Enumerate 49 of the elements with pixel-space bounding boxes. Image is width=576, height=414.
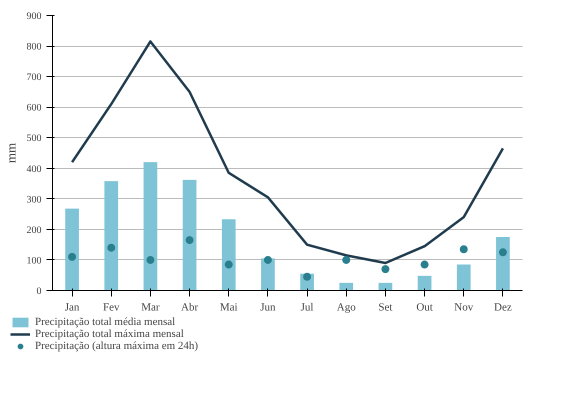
- y-tick-label: 900: [26, 11, 42, 22]
- x-tick-label: Fev: [103, 302, 120, 314]
- y-tick-label: 800: [26, 42, 42, 53]
- bar: [182, 180, 196, 290]
- x-tick-label: Jun: [260, 302, 276, 314]
- point: [224, 260, 233, 269]
- y-tick-label: 400: [26, 164, 42, 175]
- x-tick-label: Jan: [64, 302, 80, 314]
- y-tick-label: 100: [26, 255, 42, 266]
- line-series: [70, 40, 504, 264]
- y-tick-label: 200: [26, 224, 42, 236]
- legend-label: Precipitação (altura máxima em 24h): [35, 340, 198, 352]
- x-tick-label: Out: [416, 302, 433, 314]
- bar: [222, 219, 236, 290]
- y-tick-label: 300: [26, 194, 42, 206]
- point: [460, 245, 468, 254]
- y-tick-label: 600: [26, 102, 42, 114]
- legend-label: Precipitação total média mensal: [35, 316, 176, 328]
- x-tick-label: Nov: [454, 302, 474, 314]
- point: [381, 265, 390, 274]
- x-tick-label: Abr: [181, 302, 198, 314]
- bar: [378, 282, 392, 290]
- point: [264, 256, 272, 264]
- x-tick-label: Mai: [220, 302, 238, 314]
- point: [342, 256, 350, 264]
- point: [186, 236, 194, 244]
- y-tick-label: 0: [36, 286, 42, 297]
- bar: [65, 208, 79, 290]
- point: [68, 252, 76, 261]
- bar: [144, 162, 158, 290]
- x-tick-label: Ago: [336, 302, 356, 314]
- legend-label: Precipitação total máxima mensal: [35, 328, 184, 340]
- bar: [456, 264, 471, 290]
- x-tick-label: Jul: [300, 302, 314, 314]
- x-tick-label: Mar: [141, 302, 160, 314]
- bar: [418, 276, 432, 290]
- point: [107, 244, 116, 252]
- point: [498, 248, 507, 256]
- y-axis-title: mm: [4, 142, 18, 164]
- bar: [261, 258, 275, 290]
- point: [303, 272, 312, 281]
- y-tick-label: 700: [26, 72, 42, 84]
- point: [146, 256, 154, 264]
- point: [420, 260, 429, 269]
- bar: [496, 237, 510, 290]
- y-tick-label: 500: [26, 133, 42, 144]
- x-tick-label: Set: [378, 302, 392, 314]
- bar: [104, 181, 118, 290]
- x-tick-label: Dez: [494, 302, 512, 314]
